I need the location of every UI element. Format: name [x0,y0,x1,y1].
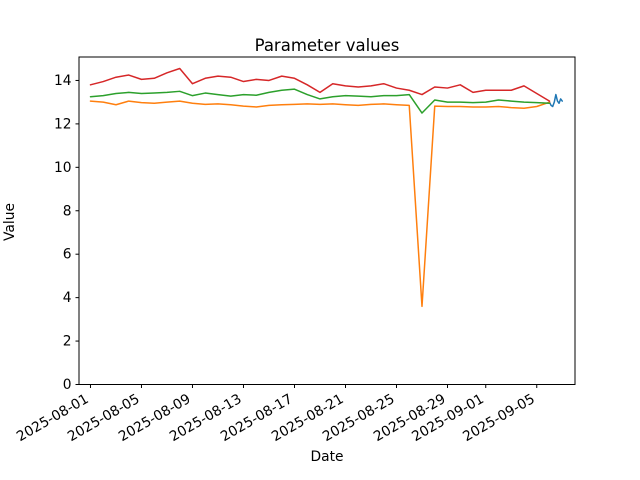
chart-title: Parameter values [254,36,400,55]
x-axis-label: Date [310,449,344,465]
y-tick-label: 4 [63,290,72,306]
series-red-line [89,67,551,102]
y-axis-label: Value [2,203,18,241]
y-tick-label: 10 [54,160,72,176]
plot-border [78,56,576,385]
y-tick-label: 8 [63,203,72,219]
y-tick-label: 12 [54,116,72,132]
series-green-line [89,88,551,114]
series-orange-line [89,100,551,308]
y-tick-label: 14 [54,73,72,89]
y-tick-label: 0 [63,377,72,393]
y-tick-label: 2 [63,334,72,350]
series-blue-line [548,93,563,108]
y-tick-label: 6 [63,247,72,263]
